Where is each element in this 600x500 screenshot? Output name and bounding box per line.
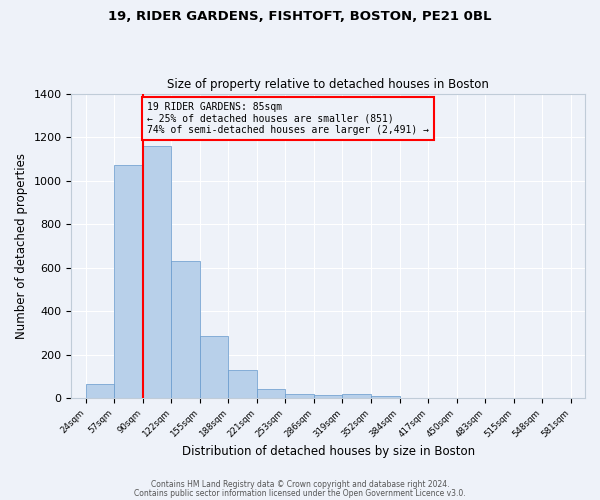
Bar [200, 336, 229, 398]
Text: Contains HM Land Registry data © Crown copyright and database right 2024.: Contains HM Land Registry data © Crown c… [151, 480, 449, 489]
Bar [143, 146, 171, 398]
X-axis label: Distribution of detached houses by size in Boston: Distribution of detached houses by size … [182, 444, 475, 458]
Bar [257, 390, 286, 398]
Bar [343, 394, 371, 398]
Bar [229, 370, 257, 398]
Bar [171, 261, 200, 398]
Title: Size of property relative to detached houses in Boston: Size of property relative to detached ho… [167, 78, 489, 91]
Text: Contains public sector information licensed under the Open Government Licence v3: Contains public sector information licen… [134, 488, 466, 498]
Bar [114, 166, 143, 398]
Bar [286, 394, 314, 398]
Bar [314, 395, 343, 398]
Text: 19, RIDER GARDENS, FISHTOFT, BOSTON, PE21 0BL: 19, RIDER GARDENS, FISHTOFT, BOSTON, PE2… [108, 10, 492, 23]
Y-axis label: Number of detached properties: Number of detached properties [15, 153, 28, 339]
Text: 19 RIDER GARDENS: 85sqm
← 25% of detached houses are smaller (851)
74% of semi-d: 19 RIDER GARDENS: 85sqm ← 25% of detache… [147, 102, 429, 136]
Bar [371, 396, 400, 398]
Bar [86, 384, 114, 398]
